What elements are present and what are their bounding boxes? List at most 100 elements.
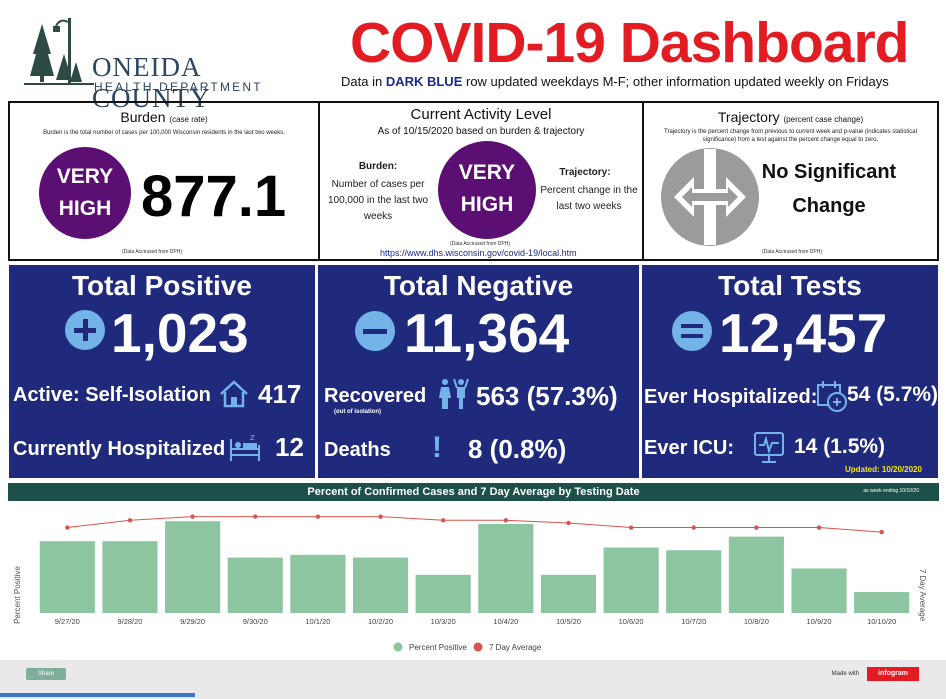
recovered-sub: (out of isolation) bbox=[334, 409, 381, 415]
trajectory-title: Trajectory (percent case change) bbox=[644, 109, 937, 125]
ever-icu-label: Ever ICU: bbox=[644, 437, 735, 459]
average-point-10/3/20[interactable] bbox=[440, 518, 446, 523]
legend-label-percent: Percent Positive bbox=[409, 643, 467, 652]
cases-chart: Percent Positive 7 Day Average 9/27/20 9/… bbox=[13, 514, 927, 652]
x-tick-label: 10/7/20 bbox=[681, 617, 706, 626]
bar-10/10/20[interactable] bbox=[854, 592, 910, 613]
x-tick-label: 10/3/20 bbox=[431, 617, 456, 626]
activity-level-line1: VERY bbox=[458, 161, 516, 184]
bar-10/8/20[interactable] bbox=[728, 536, 784, 613]
trajectory-accessed: (Data Accessed from DPH) bbox=[762, 249, 823, 255]
total-negative-title: Total Negative bbox=[383, 270, 574, 301]
average-point-10/10/20[interactable] bbox=[879, 529, 884, 535]
bar-10/2/20[interactable] bbox=[352, 557, 409, 613]
trees-lamp-icon bbox=[24, 18, 94, 85]
updated-date: Updated: 10/20/2020 bbox=[845, 465, 922, 474]
average-point-10/6/20[interactable] bbox=[628, 525, 634, 530]
bar-10/7/20[interactable] bbox=[666, 550, 722, 613]
average-point-10/4/20[interactable] bbox=[503, 518, 509, 523]
trajectory-status-line2: Change bbox=[792, 195, 866, 217]
average-point-9/29/20[interactable] bbox=[190, 514, 195, 519]
x-tick-label: 10/10/20 bbox=[867, 617, 896, 626]
bar-10/1/20[interactable] bbox=[290, 554, 346, 613]
x-tick-label: 9/30/20 bbox=[243, 617, 268, 626]
average-point-10/7/20[interactable] bbox=[691, 525, 696, 530]
indicator-row: Burden (case rate) Burden is the total n… bbox=[8, 101, 939, 261]
burden-panel: Burden (case rate) Burden is the total n… bbox=[10, 103, 318, 259]
activity-as-of: As of 10/15/2020 based on burden & traje… bbox=[377, 126, 585, 137]
oneida-logo: ONEIDA COUNTY HEALTH DEPARTMENT bbox=[24, 14, 314, 113]
burden-desc: Burden is the total number of cases per … bbox=[43, 130, 285, 136]
bar-10/5/20[interactable] bbox=[540, 574, 597, 613]
bar-10/6/20[interactable] bbox=[603, 547, 659, 613]
activity-trajectory-desc: Percent change in the last two weeks bbox=[540, 185, 638, 212]
average-point-10/2/20[interactable] bbox=[378, 514, 383, 519]
subtitle-post: row updated weekdays M-F; other informat… bbox=[462, 74, 889, 89]
bar-10/4/20[interactable] bbox=[478, 523, 534, 613]
trajectory-status: No Significant Change bbox=[754, 155, 904, 223]
burden-title: Burden (case rate) bbox=[10, 109, 318, 125]
bar-9/29/20[interactable] bbox=[165, 521, 221, 613]
x-tick-label: 10/6/20 bbox=[619, 617, 644, 626]
hospital-bed-icon: z bbox=[230, 433, 260, 461]
bar-9/27/20[interactable] bbox=[39, 541, 95, 613]
footer-bar: Share Made with infogram bbox=[8, 660, 939, 690]
hospital-calendar-icon bbox=[817, 381, 847, 412]
average-point-9/30/20[interactable] bbox=[253, 514, 258, 519]
infogram-logo[interactable]: infogram bbox=[867, 667, 919, 681]
average-point-10/1/20[interactable] bbox=[315, 514, 321, 519]
average-point-9/28/20[interactable] bbox=[127, 518, 133, 523]
activity-title: Current Activity Level bbox=[410, 106, 552, 123]
activity-level-badge: VERY HIGH bbox=[438, 141, 536, 239]
average-point-10/5/20[interactable] bbox=[566, 520, 571, 526]
average-line bbox=[67, 516, 882, 533]
recovered-value: 563 (57.3%) bbox=[476, 381, 618, 411]
exclamation-icon: ! bbox=[432, 431, 442, 464]
bar-10/3/20[interactable] bbox=[415, 574, 471, 613]
burden-level-line2: HIGH bbox=[58, 197, 112, 220]
ever-hospitalized-label: Ever Hospitalized: bbox=[644, 386, 818, 408]
logo-name: ONEIDA COUNTY bbox=[92, 52, 211, 113]
chart-section: Percent of Confirmed Cases and 7 Day Ave… bbox=[8, 483, 939, 655]
burden-level-badge: VERY HIGH bbox=[39, 147, 131, 239]
made-with-text: Made with bbox=[831, 671, 859, 677]
recovered-label: Recovered bbox=[324, 385, 427, 407]
svg-text:z: z bbox=[250, 433, 255, 443]
chart-title: Percent of Confirmed Cases and 7 Day Ave… bbox=[307, 486, 640, 498]
x-tick-label: 10/9/20 bbox=[807, 617, 832, 626]
no-change-arrows-icon bbox=[661, 148, 759, 246]
currently-hospitalized-label: Currently Hospitalized bbox=[13, 438, 226, 460]
chart-note: as week ending 10/10/20 bbox=[863, 488, 919, 494]
total-tests-title: Total Tests bbox=[718, 270, 862, 301]
dhs-link[interactable]: https://www.dhs.wisconsin.gov/covid-19/l… bbox=[380, 248, 577, 258]
x-tick-label: 9/27/20 bbox=[55, 617, 80, 626]
burden-level-line1: VERY bbox=[56, 165, 114, 188]
average-point-9/27/20[interactable] bbox=[65, 525, 70, 530]
share-button[interactable]: Share bbox=[26, 668, 66, 680]
active-label: Active: Self-Isolation bbox=[13, 384, 211, 406]
total-positive-title: Total Positive bbox=[72, 270, 252, 301]
x-tick-label: 10/4/20 bbox=[493, 617, 518, 626]
bar-9/30/20[interactable] bbox=[227, 557, 283, 613]
bar-9/28/20[interactable] bbox=[102, 541, 158, 613]
x-tick-label: 10/2/20 bbox=[368, 617, 393, 626]
burden-accessed: (Data Accessed from DPH) bbox=[122, 249, 183, 255]
people-icon bbox=[439, 378, 469, 409]
page-subtitle: Data in DARK BLUE row updated weekdays M… bbox=[341, 74, 889, 89]
burden-title-small: (case rate) bbox=[169, 115, 208, 124]
activity-burden-desc: Number of cases per 100,000 in the last … bbox=[327, 179, 429, 222]
trajectory-title-small: (percent case change) bbox=[783, 115, 864, 124]
burden-title-text: Burden bbox=[120, 109, 166, 125]
deaths-value: 8 (0.8%) bbox=[468, 434, 567, 464]
subtitle-pre: Data in bbox=[341, 74, 386, 89]
subtitle-bold: DARK BLUE bbox=[385, 74, 463, 89]
y-axis-left-label: Percent Positive bbox=[13, 566, 22, 624]
average-point-10/8/20[interactable] bbox=[754, 525, 759, 530]
average-point-10/9/20[interactable] bbox=[816, 525, 822, 530]
activity-panel: Current Activity Level As of 10/15/2020 … bbox=[318, 103, 642, 259]
bar-10/9/20[interactable] bbox=[791, 568, 847, 613]
active-value: 417 bbox=[258, 379, 302, 409]
ever-hospitalized-value: 54 (5.7%) bbox=[847, 383, 939, 406]
x-tick-label: 9/29/20 bbox=[180, 617, 205, 626]
activity-level-line2: HIGH bbox=[460, 193, 514, 216]
